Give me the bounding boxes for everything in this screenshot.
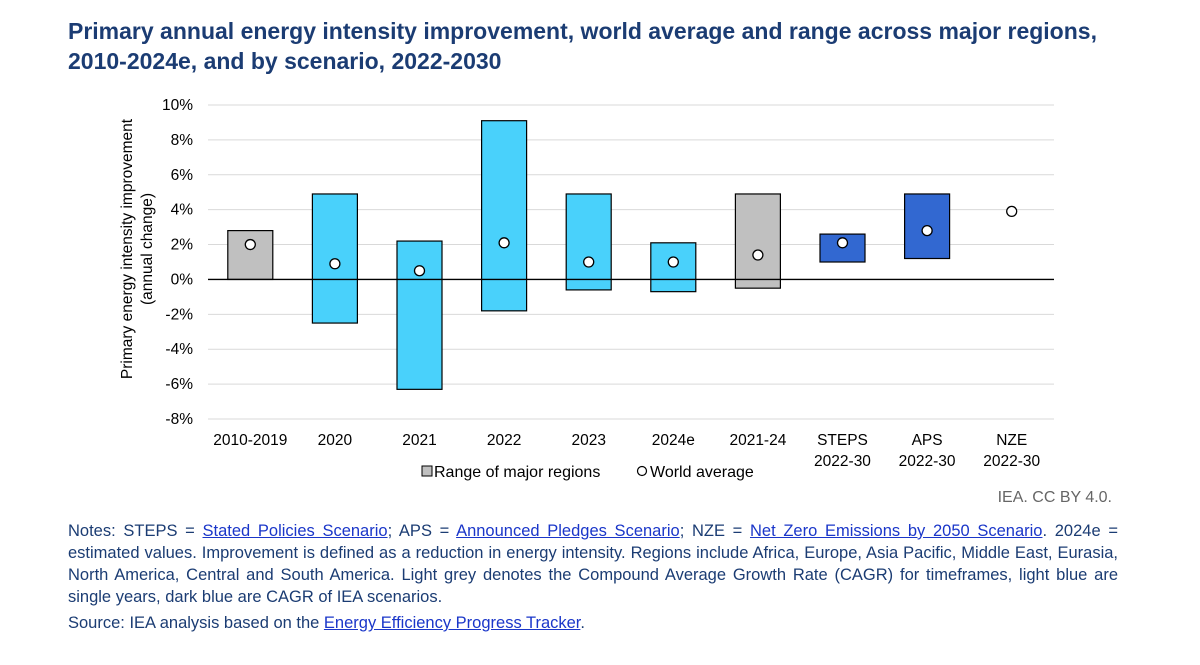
chart-title: Primary annual energy intensity improvem… bbox=[68, 18, 1097, 74]
legend: Range of major regions World average bbox=[421, 464, 754, 481]
y-tick-label: 6% bbox=[171, 167, 194, 184]
notes-mid1: ; APS = bbox=[387, 522, 457, 540]
world-average-dot bbox=[921, 224, 933, 237]
announced-pledges-link[interactable]: Announced Pledges Scenario bbox=[456, 522, 680, 540]
y-axis-label-line2: (annual change) bbox=[139, 193, 156, 305]
world-average-dot bbox=[667, 256, 679, 268]
world-average-dot bbox=[1006, 205, 1018, 218]
x-tick-label-line2: 2022-30 bbox=[899, 453, 956, 470]
world-average-dot bbox=[836, 237, 849, 249]
x-tick-label: 2023 bbox=[571, 432, 605, 449]
y-tick-label: -8% bbox=[165, 411, 193, 428]
x-tick-label: STEPS bbox=[817, 432, 868, 449]
y-tick-label: -2% bbox=[165, 306, 193, 323]
credit-line: IEA. CC BY 4.0. bbox=[997, 489, 1112, 506]
world-average-dot bbox=[413, 265, 426, 277]
world-average-dot bbox=[244, 238, 256, 251]
source-line: Source: IEA analysis based on the Energy… bbox=[68, 614, 585, 633]
y-tick-label: 8% bbox=[171, 132, 194, 149]
y-axis-label-line1: Primary energy intensity improvement bbox=[119, 118, 136, 379]
y-tick-label: 4% bbox=[171, 202, 194, 219]
legend-range-swatch bbox=[421, 465, 433, 477]
notes: Notes: STEPS = Stated Policies Scenario;… bbox=[68, 520, 1118, 608]
x-tick-label: NZE bbox=[996, 432, 1027, 449]
legend-range-label: Range of major regions bbox=[434, 464, 600, 481]
world-average-dot bbox=[329, 258, 341, 270]
x-tick-label: 2021 bbox=[402, 432, 436, 449]
y-tick-label: -6% bbox=[165, 376, 193, 393]
notes-mid2: ; NZE = bbox=[679, 522, 750, 540]
range-bar bbox=[396, 240, 443, 390]
notes-rest: . 2024e = estimated values. Improvement … bbox=[68, 522, 1118, 606]
notes-prefix: Notes: STEPS = bbox=[68, 522, 203, 540]
legend-avg-label: World average bbox=[650, 464, 754, 481]
y-tick-label: -4% bbox=[165, 341, 193, 358]
efficiency-tracker-link[interactable]: Energy Efficiency Progress Tracker bbox=[323, 614, 581, 632]
y-axis-ticks: -8% -6% -4% -2% 0% 2% 4% 6% 8% 10% bbox=[162, 97, 193, 428]
x-tick-label-line2: 2022-30 bbox=[983, 453, 1040, 470]
world-average-dot bbox=[583, 256, 595, 268]
legend-avg-marker bbox=[636, 465, 648, 477]
range-bar bbox=[565, 193, 612, 291]
x-tick-label: 2024e bbox=[652, 432, 695, 449]
y-tick-label: 0% bbox=[171, 271, 194, 288]
x-tick-label: APS bbox=[912, 432, 943, 449]
net-zero-link[interactable]: Net Zero Emissions by 2050 Scenario bbox=[749, 522, 1043, 540]
y-tick-label: 2% bbox=[171, 237, 194, 254]
x-axis-labels: 2010-2019 2020 2021 2022 2023 2024e 2021-24 STE… bbox=[213, 432, 1040, 470]
x-tick-label-line2: 2022-30 bbox=[814, 453, 871, 470]
world-average-markers bbox=[244, 205, 1018, 277]
source-suffix: . bbox=[580, 614, 585, 632]
world-average-dot bbox=[752, 249, 764, 261]
range-bar bbox=[734, 193, 782, 289]
world-average-dot bbox=[498, 237, 510, 249]
x-tick-label: 2020 bbox=[318, 432, 353, 449]
stated-policies-link[interactable]: Stated Policies Scenario bbox=[202, 522, 388, 540]
x-tick-label: 2010-2019 bbox=[213, 432, 287, 449]
x-tick-label: 2021-24 bbox=[729, 432, 786, 449]
source-prefix: Source: IEA analysis based on the bbox=[68, 614, 324, 632]
range-bar bbox=[481, 120, 528, 312]
range-bar bbox=[227, 230, 274, 281]
x-tick-label: 2022 bbox=[487, 432, 521, 449]
y-tick-label: 10% bbox=[162, 97, 193, 114]
range-bar-chart: -8% -6% -4% -2% 0% 2% 4% 6% 8% 10% Primary energy… bbox=[119, 97, 1054, 481]
